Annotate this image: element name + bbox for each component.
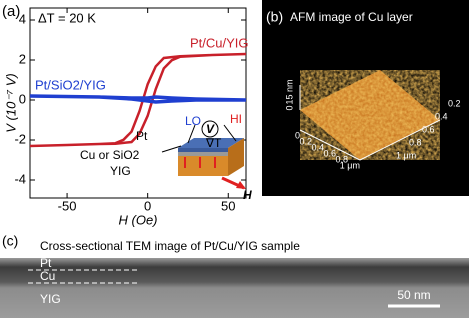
panel-label: (c): [2, 233, 18, 249]
inset-label: Pt: [136, 129, 148, 143]
layer-label: YIG: [40, 292, 61, 306]
y-tick-label: -2: [14, 131, 26, 146]
afm-axis: [299, 129, 361, 161]
annotation: ΔT = 20 K: [38, 10, 96, 25]
afm-y-label: 0.6: [422, 124, 435, 134]
plot-area: -50 0 50 4 2 0 -2 -4 Pt/Cu/YIG Pt/SiO2/YIG: [14, 7, 249, 213]
afm-y-label: 0.8: [409, 137, 422, 147]
inset-label: ∇T: [205, 136, 222, 150]
plot-frame: [29, 7, 247, 199]
afm-x-label: 0.8: [335, 154, 348, 164]
x-axis-label: H (Oe): [119, 212, 158, 227]
y-tick-label: 2: [19, 51, 26, 66]
panel-label: (a): [2, 3, 20, 20]
afm-axis: [359, 119, 441, 161]
inset-label: V: [206, 122, 215, 136]
x-tick-label: -50: [58, 198, 77, 213]
afm-y-label: 0.4: [435, 111, 448, 121]
afm-x-label: 0.2: [299, 136, 312, 146]
x-tick-label: 50: [221, 198, 235, 213]
afm-z-label: 0: [284, 105, 294, 110]
afm-x-label: 0: [295, 130, 300, 140]
series-line: [29, 94, 247, 104]
panel-label: (b): [266, 9, 283, 25]
afm-x-label: 0.4: [311, 142, 324, 152]
inset-label: HI: [230, 112, 242, 126]
afm-x-label: 0.6: [323, 148, 336, 158]
panel-title: Cross-sectional TEM image of Pt/Cu/YIG s…: [40, 239, 300, 253]
inset-label: Cu or SiO2: [80, 148, 140, 162]
afm-x-label: 1 μm: [340, 160, 360, 170]
y-tick-label: 0: [19, 91, 26, 106]
scale-label: 50 nm: [397, 288, 430, 302]
series-line: [29, 52, 247, 148]
afm-y-label: 0.2: [448, 98, 461, 108]
afm-y-label: 1 μm: [396, 150, 416, 160]
inset-label: H: [243, 188, 252, 202]
y-tick-label: -4: [14, 171, 26, 186]
panel-title: AFM image of Cu layer: [290, 10, 413, 24]
y-axis-label: V (10⁻⁷ V): [3, 73, 18, 132]
y-tick-label: 4: [19, 11, 26, 26]
layer-label: Pt: [40, 256, 52, 270]
tem-image: [0, 258, 469, 318]
x-tick-label: 0: [144, 198, 151, 213]
inset-label: YIG: [110, 164, 131, 178]
inset-diagram: [161, 120, 246, 190]
legend-label: Pt/SiO2/YIG: [35, 77, 106, 92]
legend-label: Pt/Cu/YIG: [190, 35, 249, 50]
layer-label: Cu: [40, 269, 55, 283]
afm-z-label: 15 nm: [284, 79, 294, 104]
inset-label: LO: [185, 114, 201, 128]
